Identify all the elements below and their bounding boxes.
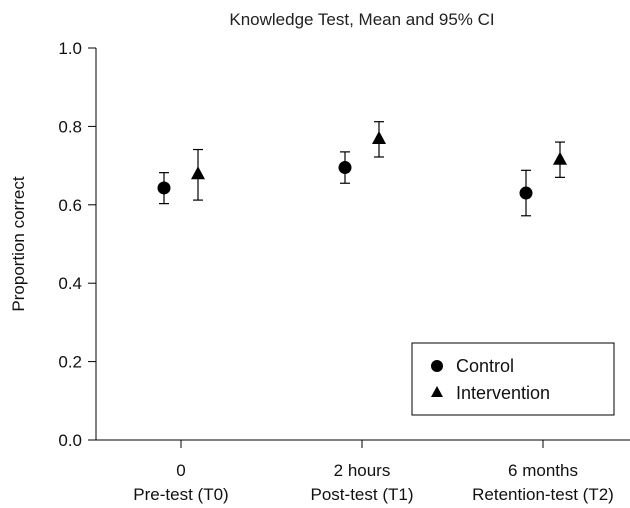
y-tick-label: 0.2 (58, 353, 82, 372)
x-tick-label: 0 (176, 461, 185, 480)
x-tick-sublabel: Retention-test (T2) (472, 485, 614, 504)
y-tick-label: 1.0 (58, 39, 82, 58)
data-point-control (338, 161, 352, 175)
x-tick-sublabel: Post-test (T1) (311, 485, 414, 504)
y-ticks: 0.0 0.2 0.4 0.6 0.8 1.0 (58, 39, 96, 450)
data-point-control (157, 181, 171, 195)
data-marks (157, 121, 567, 217)
data-point-intervention (553, 151, 567, 165)
y-axis-label: Proportion correct (9, 176, 28, 311)
y-tick-label: 0.8 (58, 117, 82, 136)
x-tick-sublabel: Pre-test (T0) (133, 485, 228, 504)
legend-box (411, 342, 615, 416)
data-point-control (519, 186, 533, 200)
chart-title: Knowledge Test, Mean and 95% CI (229, 10, 494, 29)
y-tick-label: 0.0 (58, 431, 82, 450)
data-point-intervention (191, 166, 205, 180)
legend-label-control: Control (456, 356, 514, 376)
x-tick-label: 2 hours (334, 461, 391, 480)
y-tick-label: 0.6 (58, 196, 82, 215)
legend-label-intervention: Intervention (456, 383, 550, 403)
x-ticks: 0 Pre-test (T0) 2 hours Post-test (T1) 6 mon… (133, 440, 614, 504)
legend-triangle-icon (431, 386, 443, 397)
y-tick-label: 0.4 (58, 274, 82, 293)
legend-circle-icon (431, 360, 443, 372)
x-tick-label: 6 months (508, 461, 578, 480)
data-point-intervention (372, 130, 386, 144)
legend: Control Intervention (411, 342, 615, 416)
